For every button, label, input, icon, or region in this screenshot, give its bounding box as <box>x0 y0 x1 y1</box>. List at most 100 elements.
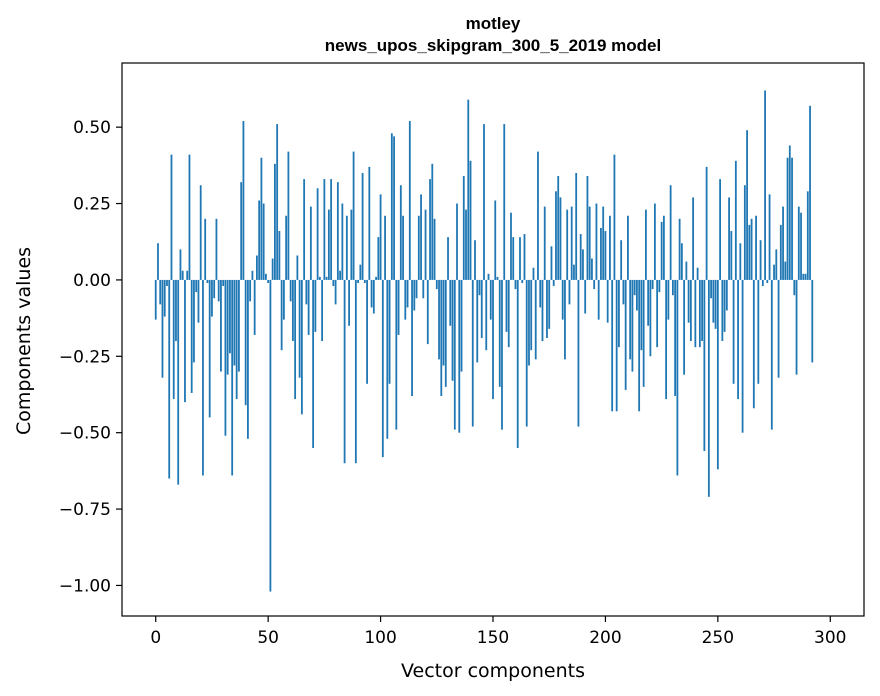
bar <box>539 279 542 308</box>
x-tick-label: 100 <box>364 628 396 648</box>
bar <box>705 166 708 280</box>
bar <box>779 224 782 280</box>
bar <box>354 279 357 464</box>
bar <box>244 279 247 406</box>
bar <box>570 206 573 280</box>
bar <box>633 279 636 296</box>
bar <box>480 279 483 338</box>
bar <box>804 273 807 280</box>
bar <box>647 279 650 326</box>
bar <box>645 209 647 280</box>
bar <box>276 124 279 280</box>
bar <box>651 279 654 290</box>
bar <box>323 179 326 280</box>
bar <box>161 279 164 378</box>
bar <box>314 279 317 332</box>
bar <box>251 270 254 280</box>
bar <box>406 279 409 308</box>
bar <box>361 172 364 280</box>
bar <box>285 215 288 280</box>
bar <box>737 279 739 400</box>
bar <box>692 197 695 280</box>
bar <box>730 231 733 280</box>
bar <box>755 215 757 280</box>
bar <box>341 203 344 280</box>
bar <box>429 179 431 280</box>
bar <box>541 279 544 342</box>
bar <box>557 176 560 280</box>
bar <box>685 261 688 280</box>
bar <box>287 151 290 280</box>
bar <box>782 206 784 280</box>
bar <box>748 224 751 280</box>
bar <box>402 215 404 280</box>
bar <box>345 215 348 280</box>
y-tick-label: 0.25 <box>73 195 111 215</box>
bar <box>467 99 470 280</box>
bar <box>636 279 638 311</box>
y-tick-label: −0.75 <box>59 500 111 520</box>
bar <box>496 276 499 280</box>
bar <box>696 267 699 280</box>
bar <box>202 279 204 476</box>
bar <box>552 279 555 287</box>
bar <box>719 179 721 280</box>
bar <box>586 176 589 280</box>
bar <box>226 279 229 375</box>
bar <box>181 270 184 280</box>
bar <box>516 279 519 448</box>
bar <box>217 279 220 302</box>
bar <box>519 237 521 280</box>
bar <box>442 279 445 366</box>
bar <box>478 279 481 296</box>
bar <box>438 279 440 360</box>
bar <box>220 279 222 372</box>
bar <box>640 279 643 351</box>
bar <box>694 279 697 348</box>
bar <box>786 157 789 280</box>
bar <box>190 279 193 393</box>
bar <box>420 194 422 280</box>
bar <box>370 279 373 308</box>
bar <box>235 279 238 400</box>
bar <box>267 279 270 283</box>
bar <box>712 279 715 323</box>
bar <box>453 279 456 430</box>
bar <box>238 279 240 372</box>
bar <box>307 279 310 335</box>
bar <box>759 240 762 280</box>
bar <box>168 279 171 479</box>
bar <box>229 279 231 354</box>
bar <box>357 279 359 283</box>
bar <box>233 279 236 366</box>
bar <box>411 279 413 397</box>
bar <box>768 194 771 280</box>
bar <box>622 279 625 305</box>
bar <box>503 124 506 280</box>
bar <box>471 279 474 427</box>
bar <box>811 279 814 363</box>
bar <box>593 279 596 290</box>
bar <box>766 279 769 283</box>
bar <box>732 279 735 384</box>
bar <box>680 243 683 280</box>
bar <box>489 279 492 320</box>
bar <box>604 231 607 280</box>
bar <box>707 279 710 497</box>
bar <box>291 279 294 342</box>
bar <box>458 279 461 433</box>
bar <box>505 279 508 332</box>
bar <box>280 279 283 351</box>
bar <box>514 279 517 290</box>
y-axis: 0.50 0.25 0.00 −0.25 −0.50 −0.75 −1.00 <box>59 118 122 596</box>
bar <box>334 279 337 305</box>
bar <box>498 279 501 387</box>
bar <box>258 200 261 280</box>
bar <box>595 203 598 280</box>
bar <box>784 261 787 280</box>
bar <box>260 157 263 280</box>
bar <box>611 279 614 412</box>
bar <box>417 215 420 280</box>
bar <box>793 279 796 296</box>
bar <box>399 185 402 280</box>
